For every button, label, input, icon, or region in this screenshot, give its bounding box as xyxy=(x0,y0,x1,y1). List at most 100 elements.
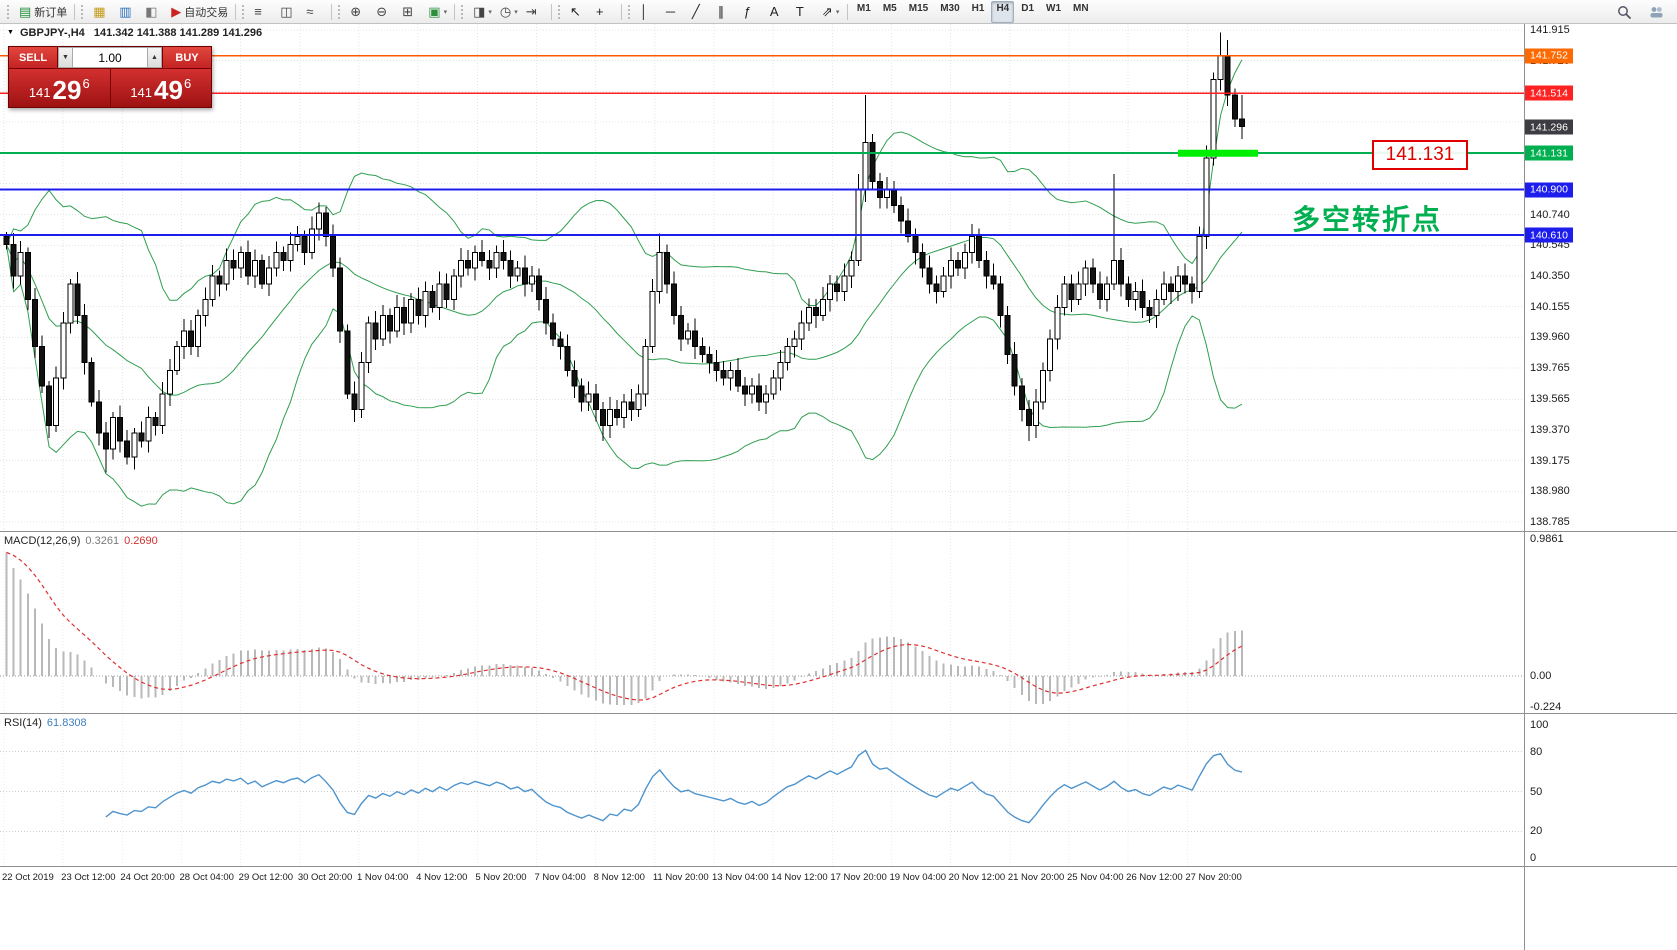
arrows-icon: ⇗ xyxy=(821,4,833,19)
buy-price-prefix: 141 xyxy=(130,85,153,100)
panel-collapse-icon[interactable]: ▼ xyxy=(7,29,14,36)
market-watch-button[interactable]: ▦ xyxy=(89,1,115,23)
toolbar-grip[interactable] xyxy=(7,4,12,19)
arrows-button[interactable]: ⇗ ▾ xyxy=(818,1,844,23)
toolbar-separator xyxy=(454,3,456,20)
bar-chart-icon: ≡ xyxy=(254,4,262,19)
navigator-button[interactable]: ◧ xyxy=(141,1,167,23)
fibonacci-button[interactable]: ƒ xyxy=(740,1,766,23)
rsi-axis-label: 80 xyxy=(1530,745,1543,758)
vertical-line-button[interactable]: │ xyxy=(636,1,662,23)
navigator-icon: ◧ xyxy=(145,4,158,19)
price-level-annotation[interactable]: 141.131 xyxy=(1372,140,1468,170)
zoom-in-icon: ⊕ xyxy=(350,4,362,19)
timeframe-m15[interactable]: M15 xyxy=(908,2,929,14)
timeframe-m5[interactable]: M5 xyxy=(882,2,897,14)
price-axis-label: 139.175 xyxy=(1530,454,1570,467)
search-button[interactable] xyxy=(1613,1,1639,23)
pane-separator-1[interactable] xyxy=(0,531,1677,532)
toolbar-grip[interactable] xyxy=(557,4,563,19)
auto-arrange-button[interactable]: ▣ ▾ xyxy=(424,1,451,23)
search-icon xyxy=(1618,5,1632,19)
trendline-button[interactable]: ╱ xyxy=(688,1,714,23)
price-pane[interactable]: ▼ GBPJPY-,H4 141.342 141.388 141.289 141… xyxy=(0,24,1524,531)
trendline-icon: ╱ xyxy=(691,4,700,19)
chevron-down-icon: ▾ xyxy=(443,8,448,16)
price-axis[interactable]: 141.915141.720140.740140.545140.350140.1… xyxy=(1524,24,1677,950)
sell-button[interactable]: SELL xyxy=(9,47,58,68)
price-axis-label: 140.155 xyxy=(1530,300,1570,313)
data-window-icon: ▥ xyxy=(119,4,132,19)
turning-point-annotation[interactable]: 多空转折点 xyxy=(1292,204,1443,235)
channel-button[interactable]: ∥ xyxy=(714,1,740,23)
volume-down-button[interactable]: ▼ xyxy=(58,47,73,68)
time-axis[interactable]: 22 Oct 2019 23 Oct 12:00 24 Oct 20:00 28 Oc… xyxy=(0,868,1524,886)
macd-value-signal: 0.2690 xyxy=(124,535,158,547)
volume-up-button[interactable]: ▲ xyxy=(147,47,162,68)
pane-separator-3[interactable] xyxy=(0,866,1677,867)
buy-price-button[interactable]: 141 49 6 xyxy=(110,69,211,107)
tile-windows-button[interactable]: ⊞ xyxy=(398,1,424,23)
crosshair-button[interactable]: + xyxy=(592,1,618,23)
new-chart-button[interactable]: ◨ ▾ xyxy=(469,1,496,23)
auto-arrange-icon: ▣ xyxy=(428,4,441,19)
profiles-button[interactable]: ◷ ▾ xyxy=(496,1,522,23)
time-axis-label: 5 Nov 20:00 xyxy=(475,872,527,883)
buy-price-big: 49 xyxy=(154,75,183,105)
toolbar-separator xyxy=(331,3,333,20)
price-axis-label: 139.565 xyxy=(1530,393,1570,406)
timeframe-h1[interactable]: H1 xyxy=(971,2,985,14)
line-chart-button[interactable]: ≈ xyxy=(302,1,328,23)
rsi-axis-label: 100 xyxy=(1530,719,1549,731)
timeframe-m30[interactable]: M30 xyxy=(940,2,960,14)
text-button[interactable]: A xyxy=(766,1,792,23)
volume-input[interactable] xyxy=(73,47,147,68)
fibonacci-icon: ƒ xyxy=(743,4,752,19)
new-order-button[interactable]: ▤ 新订单 xyxy=(15,1,71,23)
chart-shift-button[interactable]: ⇥ xyxy=(522,1,548,23)
time-axis-label: 28 Oct 04:00 xyxy=(179,872,234,883)
data-window-button[interactable]: ▥ xyxy=(115,1,141,23)
price-axis-label: 138.785 xyxy=(1530,516,1570,528)
candlestick-chart-button[interactable]: ◫ xyxy=(276,1,302,23)
timeframe-mn[interactable]: MN xyxy=(1073,2,1089,14)
zoom-out-button[interactable]: ⊖ xyxy=(372,1,398,23)
price-axis-label: 139.960 xyxy=(1530,331,1570,344)
time-axis-label: 21 Nov 20:00 xyxy=(1007,872,1065,883)
time-axis-label: 26 Nov 12:00 xyxy=(1126,872,1183,883)
timeframe-h4[interactable]: H4 xyxy=(991,0,1015,23)
timeframe-d1[interactable]: D1 xyxy=(1021,2,1035,14)
macd-pane[interactable]: MACD(12,26,9) 0.3261 0.2690 xyxy=(0,533,1524,713)
buy-button[interactable]: BUY xyxy=(162,47,211,68)
timeframe-m1[interactable]: M1 xyxy=(856,2,871,14)
autotrade-button[interactable]: ▶ 自动交易 xyxy=(167,1,232,23)
new-order-icon: ▤ xyxy=(19,4,32,19)
autotrade-label: 自动交易 xyxy=(184,6,229,19)
sell-price-button[interactable]: 141 29 6 xyxy=(9,69,111,107)
price-axis-label: 141.915 xyxy=(1530,24,1570,36)
bar-chart-button[interactable]: ≡ xyxy=(250,1,276,23)
label-button[interactable]: T xyxy=(792,1,818,23)
pane-separator-2[interactable] xyxy=(0,713,1677,714)
toolbar-grip[interactable] xyxy=(338,4,343,19)
macd-axis-label: 0.9861 xyxy=(1530,533,1564,545)
cursor-button[interactable]: ↖ xyxy=(566,1,592,23)
time-axis-label: 20 Nov 12:00 xyxy=(948,872,1006,883)
toolbar-grip[interactable] xyxy=(81,4,86,19)
toolbar-separator xyxy=(620,3,622,20)
community-button[interactable] xyxy=(1645,1,1671,23)
chevron-down-icon: ▾ xyxy=(514,8,518,16)
time-axis-label: 13 Nov 04:00 xyxy=(712,872,769,883)
toolbar-right xyxy=(1613,0,1671,24)
macd-axis-label: -0.224 xyxy=(1530,701,1562,713)
rsi-name: RSI(14) xyxy=(4,717,42,729)
chart-window: ▼ GBPJPY-,H4 141.342 141.388 141.289 141… xyxy=(0,24,1524,950)
toolbar-grip[interactable] xyxy=(461,4,466,19)
rsi-pane[interactable]: RSI(14) 61.8308 xyxy=(0,715,1524,866)
toolbar-grip[interactable] xyxy=(242,4,247,19)
timeframe-w1[interactable]: W1 xyxy=(1046,2,1062,14)
time-axis-label: 1 Nov 04:00 xyxy=(357,872,409,883)
zoom-in-button[interactable]: ⊕ xyxy=(346,1,372,23)
toolbar-grip[interactable] xyxy=(627,4,633,19)
horizontal-line-button[interactable]: ─ xyxy=(662,1,688,23)
